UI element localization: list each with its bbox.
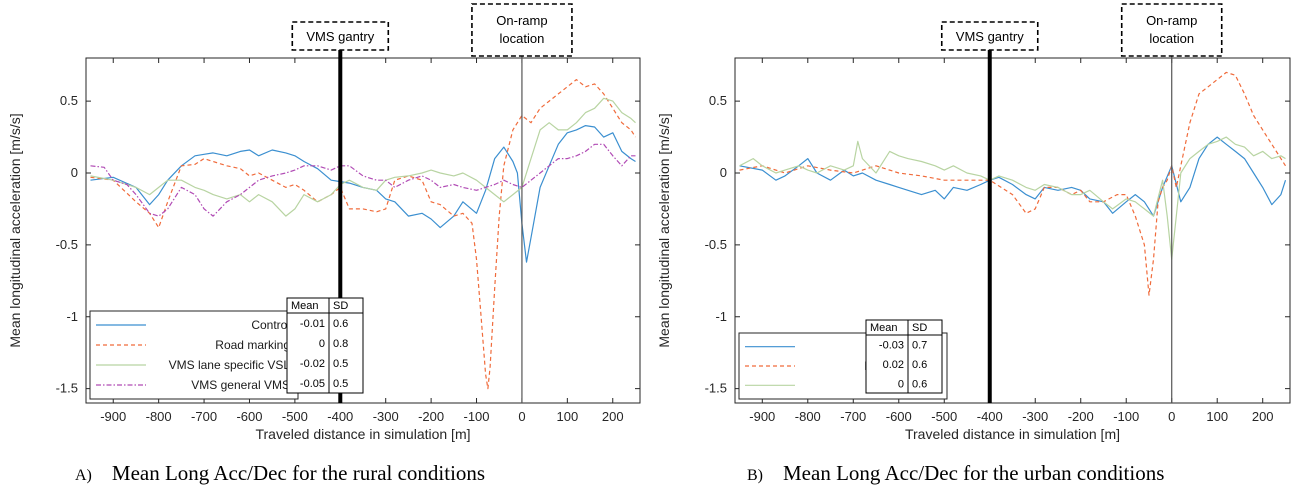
stats-header-sd: SD	[333, 300, 348, 312]
on-ramp-callout	[471, 3, 573, 57]
stats-mean-value: 0	[898, 378, 904, 390]
stats-sd-value: 0.6	[333, 318, 348, 330]
y-tick-label: -0.5	[705, 237, 727, 252]
series-line-vms	[739, 136, 1286, 260]
on-ramp-callout-line1: On-ramp	[1146, 13, 1197, 28]
x-tick-label: -600	[886, 409, 912, 424]
on-ramp-callout-text: On-ramp location	[496, 13, 547, 46]
y-tick-label: 0	[720, 165, 727, 180]
stats-mean-value: 0.02	[883, 359, 904, 371]
y-tick-label: -0.5	[56, 237, 78, 252]
vms-gantry-callout	[291, 21, 390, 51]
stats-sd-value: 0.8	[333, 338, 348, 350]
on-ramp-callout-line2: location	[1149, 31, 1194, 46]
stats-sd-value: 0.5	[333, 378, 348, 390]
series-line-vms-lane-specific-vsl	[90, 97, 636, 217]
caption-urban-label: B)	[747, 467, 763, 484]
legend-box	[89, 310, 299, 400]
stats-mean-value: -0.02	[300, 358, 325, 370]
x-tick-label: 0	[1168, 409, 1175, 424]
x-tick-label: -800	[146, 409, 172, 424]
chart-urban: -900 -800 -700 -600 -500 -400 -300 -200 -100 0 100…	[656, 3, 1291, 442]
stats-sd-value: 0.5	[333, 358, 348, 370]
x-tick-label: -900	[100, 409, 126, 424]
on-ramp-callout-line1: On-ramp	[496, 13, 547, 28]
y-axis-title: Mean longitudinal acceleration [m/s/s]	[7, 113, 23, 347]
vms-gantry-callout	[940, 21, 1039, 51]
vms-gantry-callout-text: VMS gantry	[956, 29, 1024, 44]
x-tick-label: -500	[282, 409, 308, 424]
x-tick-label: 100	[1206, 409, 1228, 424]
caption-urban: B) Mean Long Acc/Dec for the urban condit…	[747, 461, 1164, 486]
y-tick-label: 0	[71, 165, 78, 180]
legend-label-control: Control	[251, 318, 290, 332]
stats-mean-value: -0.01	[300, 318, 325, 330]
chart-rural: -900 -800 -700 -600 -500 -400 -300 -200 -100 0 100…	[7, 3, 641, 442]
on-ramp-callout-text: On-ramp location	[1146, 13, 1197, 46]
stats-table	[286, 297, 364, 394]
x-tick-label: 200	[1252, 409, 1274, 424]
stats-mean-value: -0.05	[300, 378, 325, 390]
stats-header-mean: Mean	[870, 322, 898, 334]
on-ramp-callout	[1120, 3, 1223, 57]
y-tick-label: 0.5	[709, 93, 727, 108]
y-tick-label: -1.5	[705, 381, 727, 396]
caption-rural-text: Mean Long Acc/Dec for the rural conditio…	[111, 461, 486, 485]
x-tick-label: -900	[749, 409, 775, 424]
y-tick-label: -1.5	[56, 381, 78, 396]
caption-urban-text: Mean Long Acc/Dec for the urban conditio…	[783, 461, 1165, 485]
stats-sd-value: 0.6	[912, 359, 927, 371]
stats-table	[865, 319, 943, 394]
x-axis-title: Traveled distance in simulation [m]	[905, 426, 1120, 442]
x-axis-title: Traveled distance in simulation [m]	[255, 426, 470, 442]
caption-rural: A) Mean Long Acc/Dec for the rural condit…	[75, 461, 485, 486]
x-tick-label: -400	[977, 409, 1003, 424]
x-tick-label: 0	[518, 409, 525, 424]
series-line-road-marking	[90, 78, 637, 390]
y-tick-label: 0.5	[60, 93, 78, 108]
stats-sd-value: 0.7	[912, 340, 927, 352]
stats-header-mean: Mean	[291, 300, 319, 312]
x-tick-label: -200	[1068, 409, 1094, 424]
x-tick-label: -400	[327, 409, 353, 424]
x-tick-label: -300	[373, 409, 399, 424]
x-tick-label: -700	[191, 409, 217, 424]
x-tick-label: 100	[556, 409, 578, 424]
legend-label-vms-general-vms: VMS general VMS	[191, 378, 290, 392]
x-tick-label: -800	[795, 409, 821, 424]
x-tick-label: -300	[1022, 409, 1048, 424]
on-ramp-callout-line2: location	[500, 31, 545, 46]
x-tick-label: -100	[1113, 409, 1139, 424]
stats-mean-value: 0	[319, 338, 325, 350]
stats-mean-value: -0.03	[879, 340, 904, 352]
legend-label-vms-lane-specific-vsl: VMS lane specific VSL	[169, 358, 291, 372]
x-tick-label: -600	[236, 409, 262, 424]
stats-sd-value: 0.6	[912, 378, 927, 390]
x-tick-label: -200	[418, 409, 444, 424]
y-axis-title: Mean longitudinal acceleration [m/s/s]	[656, 113, 672, 347]
caption-rural-label: A)	[75, 467, 92, 484]
stats-header-sd: SD	[912, 322, 927, 334]
x-tick-label: 200	[602, 409, 624, 424]
series-line-control	[90, 124, 636, 263]
series-line-vms-general-vms	[90, 143, 636, 217]
x-tick-label: -700	[840, 409, 866, 424]
y-tick-label: -1	[715, 309, 727, 324]
x-tick-label: -100	[464, 409, 490, 424]
y-tick-label: -1	[66, 309, 78, 324]
vms-gantry-callout-text: VMS gantry	[306, 29, 374, 44]
legend-label-road-marking: Road marking	[215, 338, 290, 352]
x-tick-label: -500	[931, 409, 957, 424]
